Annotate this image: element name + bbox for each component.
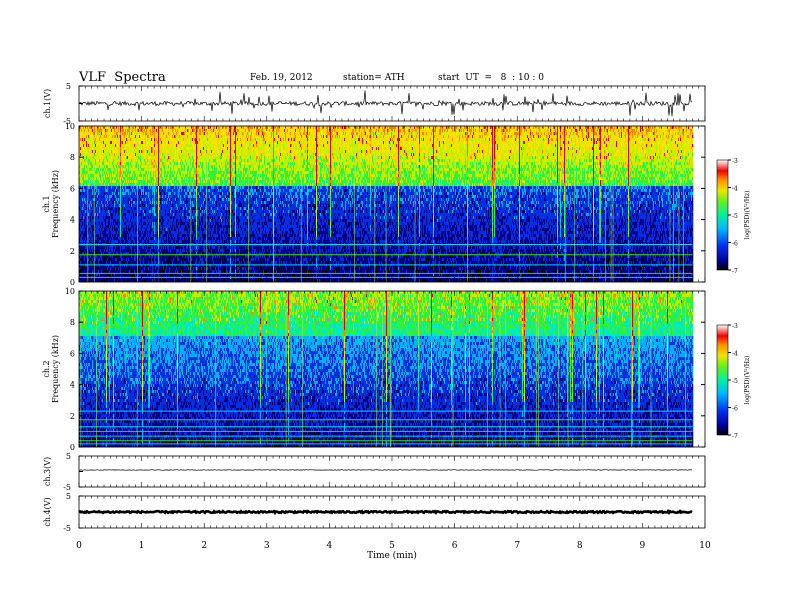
- y-tick-label: 5: [66, 492, 71, 501]
- y-axis-label: ch.1: [42, 195, 51, 212]
- y-tick-label: 2: [70, 412, 75, 421]
- colorbar: [717, 160, 728, 270]
- ch1-waveform-trace: [79, 91, 692, 117]
- colorbar-tick-label: -5: [732, 213, 738, 220]
- colorbar-tick-label: -7: [732, 268, 738, 275]
- colorbar-tick-label: -4: [732, 186, 738, 193]
- y-tick-label: -5: [63, 524, 71, 533]
- x-axis-label: Time (min): [367, 550, 417, 561]
- x-tick-label: 2: [201, 541, 207, 551]
- y-tick-label: -5: [63, 483, 71, 492]
- ch1-spectrogram-panel: [79, 126, 731, 282]
- y-tick-label: 4: [70, 381, 75, 390]
- y-tick-label: 2: [70, 247, 75, 256]
- y-tick-label: 4: [70, 216, 75, 225]
- y-tick-label: 10: [65, 122, 75, 131]
- colorbar-label: log(PSD)(V²/Hz): [744, 356, 751, 405]
- ch4-waveform-trace: [79, 511, 692, 513]
- vlf-spectra-figure: 5-5ch.1(V)0246810ch.1 Frequency (kHz)-3-4…: [0, 0, 792, 612]
- colorbar-label: log(PSD)(V²/Hz): [744, 191, 751, 240]
- x-tick-label: 9: [640, 541, 646, 551]
- colorbar-tick-label: -3: [732, 158, 738, 165]
- y-tick-label: 6: [70, 349, 75, 358]
- y-axis-label: ch.1(V): [43, 89, 52, 118]
- x-tick-label: 7: [514, 541, 520, 551]
- x-tick-label: 6: [452, 541, 458, 551]
- y-tick-label: 5: [66, 452, 71, 461]
- x-tick-label: 3: [264, 541, 270, 551]
- colorbar-tick-label: -5: [732, 378, 738, 385]
- y-tick-label: 0: [70, 278, 75, 287]
- y-tick-label: 10: [65, 287, 75, 296]
- ch4-waveform-panel: [79, 496, 705, 528]
- colorbar-tick-label: -4: [732, 351, 738, 358]
- x-tick-label: 0: [76, 541, 82, 551]
- x-tick-label: 4: [327, 541, 333, 551]
- y-tick-label: 8: [70, 153, 75, 162]
- colorbar-tick-label: -3: [732, 323, 738, 330]
- y-tick-label: 6: [70, 184, 75, 193]
- y-tick-label: 8: [70, 318, 75, 327]
- y-axis-label: Frequency (kHz): [51, 170, 60, 238]
- x-tick-label: 1: [139, 541, 145, 551]
- x-tick-label: 8: [577, 541, 583, 551]
- ch3-waveform-trace: [79, 470, 692, 471]
- y-axis-label: Frequency (kHz): [51, 335, 60, 403]
- ch3-waveform-panel: [79, 456, 705, 487]
- ch1-waveform-panel: [79, 86, 705, 121]
- x-tick-label: 5: [389, 541, 395, 551]
- colorbar-tick-label: -7: [732, 433, 738, 440]
- colorbar: [717, 325, 728, 435]
- y-axis-label: ch.3(V): [43, 457, 52, 486]
- colorbar-tick-label: -6: [732, 241, 738, 248]
- x-tick-label: 10: [699, 541, 711, 551]
- y-tick-label: 0: [70, 443, 75, 452]
- ch2-spectrogram-panel: [79, 291, 731, 447]
- y-axis-label: ch.2: [42, 360, 51, 377]
- y-axis-label: ch.4(V): [43, 497, 52, 526]
- y-tick-label: 5: [66, 82, 71, 91]
- colorbar-tick-label: -6: [732, 406, 738, 413]
